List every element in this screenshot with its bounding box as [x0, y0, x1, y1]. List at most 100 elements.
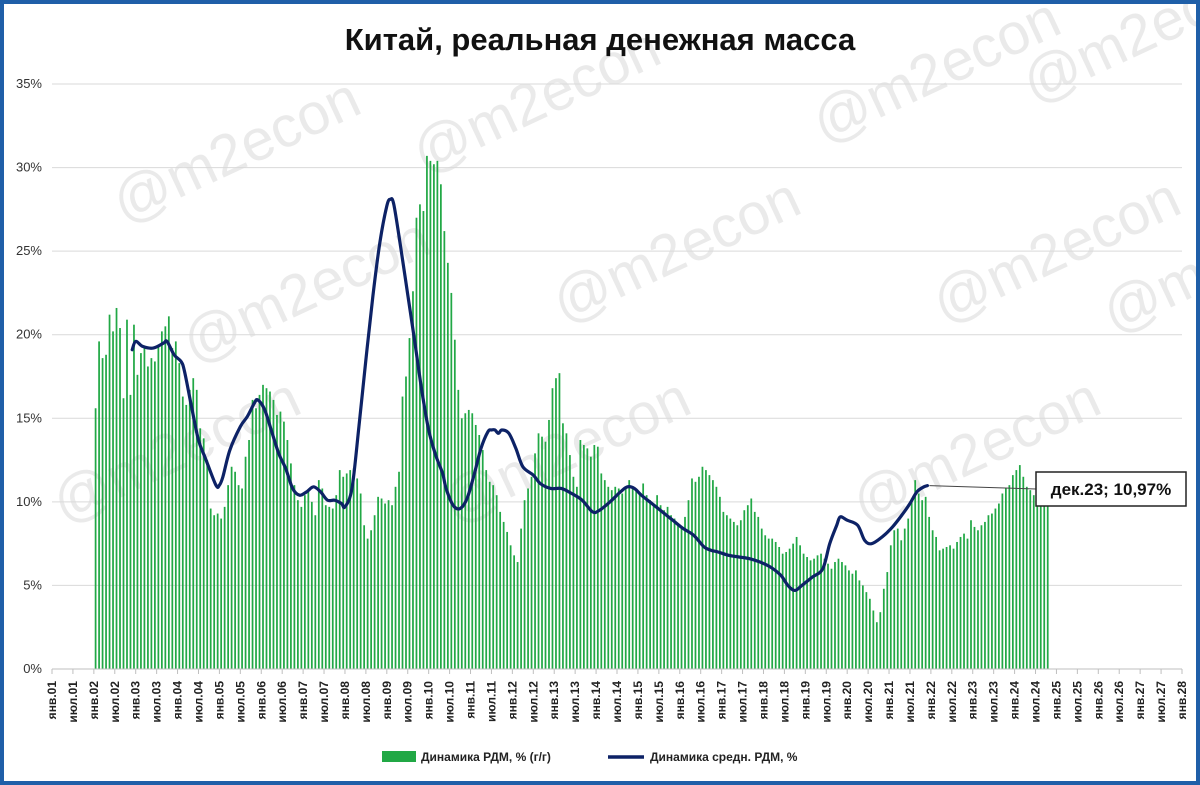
x-tick-label: янв.27: [1133, 681, 1147, 720]
line-series: [130, 197, 930, 593]
bar: [910, 498, 913, 669]
bar: [429, 160, 432, 669]
bar: [314, 515, 317, 669]
bar: [530, 476, 533, 669]
x-tick-label: июл.09: [401, 681, 415, 723]
bar: [129, 394, 132, 669]
bar: [307, 490, 310, 669]
bar: [942, 548, 944, 669]
x-tick-label: янв.28: [1175, 681, 1189, 720]
bar: [373, 515, 376, 669]
bar: [126, 319, 128, 669]
x-tick-label: янв.07: [296, 681, 310, 720]
bar: [816, 555, 819, 669]
bar: [862, 585, 864, 669]
bar: [516, 562, 519, 669]
bar: [628, 480, 631, 669]
bar: [108, 314, 111, 669]
bar: [300, 506, 303, 669]
y-tick-label: 30%: [16, 160, 42, 175]
bar: [478, 435, 481, 669]
bar: [262, 384, 264, 669]
bar: [966, 538, 969, 669]
chart-canvas: @m2econ @m2econ @m2econ@m2econ @m2econ @m2ec…: [16, 4, 1196, 764]
bar: [98, 341, 100, 669]
x-tick-label: июл.01: [66, 681, 80, 723]
bar: [464, 413, 467, 669]
bar: [760, 528, 763, 669]
bar: [656, 495, 658, 669]
x-tick-label: июл.13: [568, 681, 582, 723]
bar: [569, 455, 571, 669]
bar: [133, 324, 135, 669]
bar: [265, 388, 268, 669]
y-tick-label: 5%: [23, 577, 42, 592]
value-callout: дек.23; 10,97%: [929, 471, 1187, 507]
bar: [1029, 490, 1032, 669]
bar: [206, 460, 209, 669]
x-tick-label: июл.23: [987, 681, 1001, 723]
x-tick-label: июл.27: [1154, 681, 1168, 723]
bar: [366, 538, 369, 669]
bar: [555, 378, 557, 669]
bar: [984, 521, 986, 669]
bar: [394, 486, 397, 669]
callout-label: дек.23; 10,97%: [1051, 480, 1171, 499]
bar: [94, 408, 97, 669]
bar: [157, 344, 160, 669]
bar: [739, 520, 742, 669]
bar: [167, 316, 170, 669]
bar: [286, 440, 289, 669]
bar: [534, 453, 536, 669]
bar: [621, 493, 624, 669]
bar: [527, 488, 529, 669]
bar: [363, 525, 366, 669]
bar: [928, 516, 931, 669]
bar: [209, 508, 212, 669]
bar: [415, 217, 418, 669]
bar: [136, 374, 139, 669]
bar: [722, 511, 725, 669]
bar: [795, 536, 798, 669]
bar: [1018, 465, 1021, 669]
bar: [572, 476, 575, 669]
bar: [781, 553, 784, 669]
x-tick-label: янв.25: [1049, 681, 1063, 720]
x-tick-label: янв.11: [464, 681, 478, 719]
bar: [659, 505, 662, 669]
x-tick-label: янв.14: [589, 681, 603, 720]
bar: [624, 486, 627, 669]
bar: [991, 513, 993, 669]
bar: [900, 540, 903, 669]
bar: [757, 516, 760, 669]
x-tick-label: янв.06: [254, 681, 268, 720]
bar: [1022, 476, 1025, 669]
bar: [143, 348, 146, 669]
bar: [694, 481, 697, 669]
bar: [917, 493, 920, 669]
x-tick-label: июл.12: [526, 681, 540, 723]
x-tick-label: июл.08: [359, 681, 373, 723]
x-tick-label: июл.19: [819, 681, 833, 723]
callout-leader: [929, 485, 1037, 490]
bar: [631, 486, 634, 669]
bar: [1001, 493, 1004, 669]
x-tick-label: июл.15: [652, 681, 666, 723]
bar: [223, 506, 226, 669]
bar: [310, 501, 313, 669]
bar: [405, 376, 407, 669]
bar: [255, 408, 257, 669]
bar: [443, 231, 446, 670]
bar: [649, 500, 652, 669]
bar: [227, 485, 229, 669]
bar: [290, 463, 292, 669]
bar: [792, 543, 794, 669]
x-tick-label: янв.22: [924, 681, 938, 720]
bar: [914, 480, 917, 669]
x-tick-label: янв.08: [338, 681, 352, 720]
bar: [907, 518, 910, 669]
bar: [582, 445, 585, 669]
bar: [893, 530, 896, 669]
bar: [771, 538, 774, 669]
bar: [586, 448, 589, 669]
